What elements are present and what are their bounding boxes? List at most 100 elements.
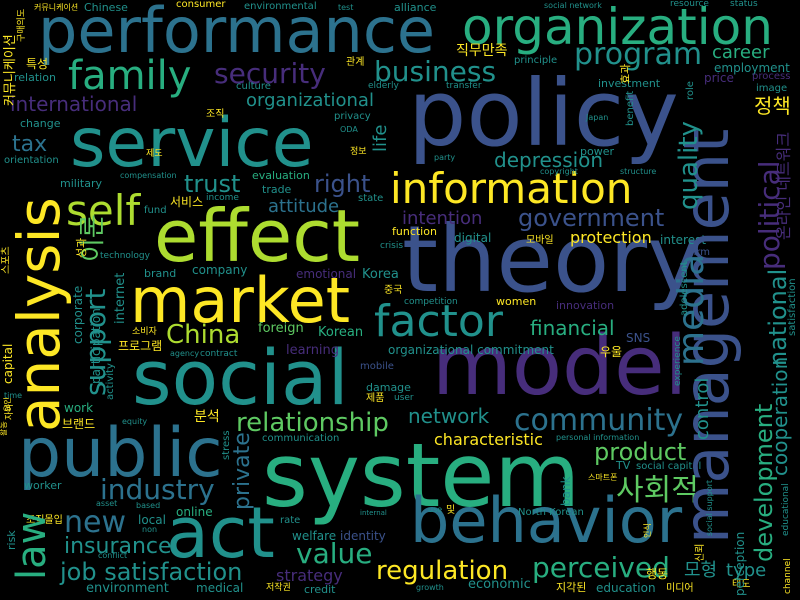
word-ko-depression: 우울 (600, 345, 623, 359)
word-online: online (176, 505, 213, 519)
word-family: family (68, 53, 192, 99)
word-north-korean: North Korean (518, 507, 584, 518)
word-behavior: behavior (410, 484, 683, 557)
word-ko-organization: 조직 (206, 109, 225, 120)
word-trust: trust (184, 170, 241, 198)
word-identity: identity (340, 529, 386, 543)
word-public: public (18, 414, 223, 493)
word-transfer: transfer (446, 81, 482, 91)
word-status: status (730, 0, 758, 9)
word-activity: activity (105, 363, 116, 400)
word-social-network: social network (544, 1, 602, 10)
word-ko-behavior: 행동 (646, 567, 669, 581)
word-ko-model: 모형 (684, 560, 718, 581)
word-educational: educational (781, 483, 791, 536)
word-social-capital: social capital (636, 461, 702, 472)
word-equity: equity (122, 417, 148, 426)
word-emotional: emotional (296, 267, 357, 281)
word-control: control (692, 377, 713, 440)
word-copyright: copyright (540, 167, 578, 176)
word-act: act (166, 492, 275, 574)
word-ko-policy: 정책 (754, 94, 791, 118)
word-process: process (752, 71, 791, 82)
word-adolescent: adolescent (679, 261, 690, 316)
word-ko-product: 제품 (366, 393, 385, 404)
word-service: service (70, 104, 314, 183)
word-personal-information: personal information (556, 433, 640, 442)
word-innovation: innovation (556, 299, 615, 312)
word-ko-mobile: 모바일 (526, 235, 554, 246)
word-security: security (214, 57, 326, 90)
word-welfare: welfare (292, 529, 337, 543)
word-attitude: attitude (268, 196, 340, 217)
word-worker: worker (24, 479, 62, 492)
word-internet: internet (113, 272, 128, 324)
word-women: women (496, 295, 537, 308)
word-agency: agency (170, 349, 200, 358)
word-tax: tax (12, 132, 48, 157)
word-damage: damage (366, 381, 411, 394)
word-performance: performance (38, 0, 436, 67)
word-ko-job-satisfaction: 직무만족 (456, 43, 508, 59)
word-right: right (314, 170, 371, 198)
word-job-satisfaction: job satisfaction (60, 558, 243, 586)
word-crisis: crisis (380, 241, 404, 251)
word-regulation: regulation (376, 556, 509, 586)
word-use: use (428, 505, 443, 514)
word-ko-perceived: 지각된 (556, 581, 587, 594)
word-communication: communication (262, 433, 340, 444)
word-party: party (434, 153, 456, 162)
word-benefit: benefit (625, 90, 636, 126)
word-perception: perception (733, 531, 747, 596)
word-analysis: analysis (5, 197, 73, 432)
word-policy: policy (408, 60, 679, 167)
word-korean: Korean (318, 325, 364, 340)
word-function: function (392, 225, 437, 238)
word-bank: bank (559, 476, 573, 506)
word-organizational: organizational (246, 90, 374, 111)
word-role: role (685, 81, 696, 100)
word-ko-intent: 구매의도 (17, 8, 27, 42)
word-asset: asset (96, 499, 118, 508)
word-investment: investment (598, 77, 661, 90)
word-network: network (408, 404, 490, 428)
word-local: local (138, 513, 166, 527)
word-state: state (358, 193, 384, 204)
word-credit: credit (304, 583, 336, 596)
word-privacy: privacy (334, 111, 371, 122)
word-test: test (338, 3, 354, 12)
word-price: price (704, 71, 734, 85)
word-insurance: insurance (64, 534, 172, 559)
word-principle: principle (514, 55, 558, 66)
word-perceived: perceived (532, 551, 670, 584)
word-user: user (394, 393, 414, 403)
word-based: based (136, 501, 161, 510)
word-military: military (60, 177, 102, 190)
word-company: company (192, 263, 248, 277)
word-economic: economic (468, 577, 531, 592)
word-ko-effect: 효과 (619, 63, 632, 84)
word-ko-trust: 신뢰 (695, 543, 706, 562)
word-theory: theory (402, 206, 702, 313)
word-channel: channel (783, 558, 793, 594)
word-international: international (10, 92, 138, 116)
word-power: power (580, 145, 614, 158)
word-ko-smartphone: 스마트폰 (588, 473, 618, 482)
word-ko-relation: 관계 (346, 57, 365, 68)
word-brand: brand (144, 267, 177, 280)
word-quality: quality (674, 121, 704, 210)
word-ko-institution: 제도 (146, 149, 163, 159)
word-product: product (594, 438, 687, 466)
word-change: change (20, 117, 61, 130)
word-relationship: relationship (236, 408, 389, 438)
word-risk: risk (5, 530, 18, 550)
word-cooperation: cooperation (768, 356, 792, 476)
word-value: value (296, 537, 373, 570)
word-medical: medical (196, 581, 244, 595)
word-financial: financial (530, 316, 615, 340)
word-private: private (230, 432, 255, 510)
word-sns: SNS (626, 331, 651, 345)
word-ko-program: 프로그램 (118, 339, 163, 353)
word-education: education (596, 581, 656, 595)
